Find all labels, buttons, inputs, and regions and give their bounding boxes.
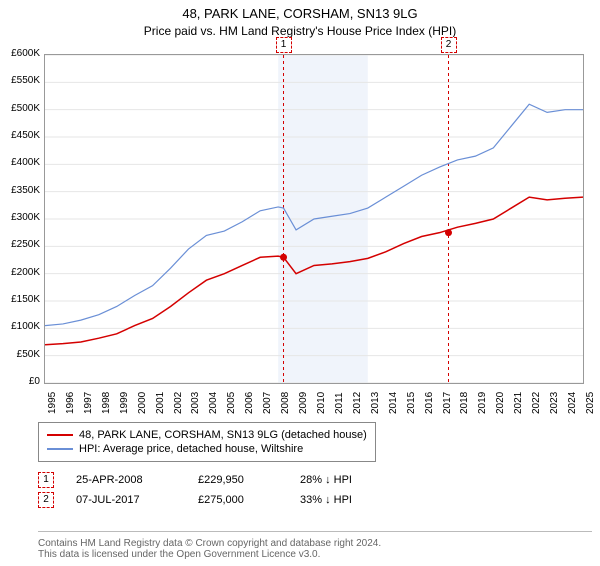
- x-tick-label: 2002: [173, 392, 184, 414]
- x-tick-label: 2020: [495, 392, 506, 414]
- legend-item: 48, PARK LANE, CORSHAM, SN13 9LG (detach…: [47, 429, 367, 441]
- marker-ref-icon: 1: [38, 472, 54, 488]
- legend-swatch: [47, 434, 73, 436]
- x-tick-label: 2019: [477, 392, 488, 414]
- x-tick-label: 1995: [47, 392, 58, 414]
- legend-item: HPI: Average price, detached house, Wilt…: [47, 443, 367, 455]
- x-tick-label: 2022: [531, 392, 542, 414]
- y-tick-label: £550K: [0, 75, 40, 86]
- x-tick-label: 2000: [137, 392, 148, 414]
- legend: 48, PARK LANE, CORSHAM, SN13 9LG (detach…: [38, 422, 376, 462]
- sale-price: £275,000: [198, 494, 278, 506]
- x-tick-label: 2017: [442, 392, 453, 414]
- y-tick-label: £600K: [0, 48, 40, 59]
- x-tick-label: 2015: [406, 392, 417, 414]
- marker-ref-icon: 2: [38, 492, 54, 508]
- x-tick-label: 2009: [298, 392, 309, 414]
- legend-label: HPI: Average price, detached house, Wilt…: [79, 443, 303, 455]
- footer: Contains HM Land Registry data © Crown c…: [38, 531, 592, 560]
- title: 48, PARK LANE, CORSHAM, SN13 9LG: [0, 6, 600, 21]
- x-tick-label: 2016: [424, 392, 435, 414]
- sales-table: 1 25-APR-2008 £229,950 28% ↓ HPI 2 07-JU…: [38, 468, 352, 512]
- y-tick-label: £350K: [0, 185, 40, 196]
- chart-area: 12: [44, 54, 584, 384]
- y-tick-label: £50K: [0, 349, 40, 360]
- x-tick-label: 2005: [226, 392, 237, 414]
- container: 48, PARK LANE, CORSHAM, SN13 9LG Price p…: [0, 6, 600, 566]
- x-tick-label: 1997: [83, 392, 94, 414]
- x-tick-label: 2010: [316, 392, 327, 414]
- sale-price: £229,950: [198, 474, 278, 486]
- x-tick-label: 2013: [370, 392, 381, 414]
- x-tick-label: 2025: [585, 392, 596, 414]
- sale-delta: 33% ↓ HPI: [300, 494, 352, 506]
- marker-box: 2: [441, 37, 457, 53]
- y-tick-label: £0: [0, 376, 40, 387]
- sales-row: 2 07-JUL-2017 £275,000 33% ↓ HPI: [38, 492, 352, 508]
- sales-row: 1 25-APR-2008 £229,950 28% ↓ HPI: [38, 472, 352, 488]
- x-tick-label: 2006: [244, 392, 255, 414]
- y-tick-label: £150K: [0, 294, 40, 305]
- y-tick-label: £300K: [0, 212, 40, 223]
- x-tick-label: 1998: [101, 392, 112, 414]
- x-tick-label: 2018: [459, 392, 470, 414]
- x-tick-label: 2004: [208, 392, 219, 414]
- x-tick-label: 1996: [65, 392, 76, 414]
- x-tick-label: 2003: [190, 392, 201, 414]
- x-tick-label: 2023: [549, 392, 560, 414]
- x-tick-label: 2008: [280, 392, 291, 414]
- x-tick-label: 2011: [334, 392, 345, 414]
- legend-label: 48, PARK LANE, CORSHAM, SN13 9LG (detach…: [79, 429, 367, 441]
- x-tick-label: 2007: [262, 392, 273, 414]
- legend-swatch: [47, 448, 73, 450]
- chart-svg: [45, 55, 583, 383]
- footer-line: Contains HM Land Registry data © Crown c…: [38, 538, 592, 549]
- x-tick-label: 2024: [567, 392, 578, 414]
- sale-date: 07-JUL-2017: [76, 494, 176, 506]
- y-tick-label: £400K: [0, 157, 40, 168]
- x-tick-label: 1999: [119, 392, 130, 414]
- marker-box: 1: [276, 37, 292, 53]
- y-tick-label: £250K: [0, 239, 40, 250]
- y-tick-label: £100K: [0, 321, 40, 332]
- footer-line: This data is licensed under the Open Gov…: [38, 549, 592, 560]
- subtitle: Price paid vs. HM Land Registry's House …: [0, 24, 600, 38]
- sale-delta: 28% ↓ HPI: [300, 474, 352, 486]
- sale-date: 25-APR-2008: [76, 474, 176, 486]
- y-tick-label: £500K: [0, 103, 40, 114]
- x-tick-label: 2012: [352, 392, 363, 414]
- x-tick-label: 2001: [155, 392, 166, 414]
- x-tick-label: 2021: [513, 392, 524, 414]
- y-tick-label: £200K: [0, 267, 40, 278]
- x-tick-label: 2014: [388, 392, 399, 414]
- y-tick-label: £450K: [0, 130, 40, 141]
